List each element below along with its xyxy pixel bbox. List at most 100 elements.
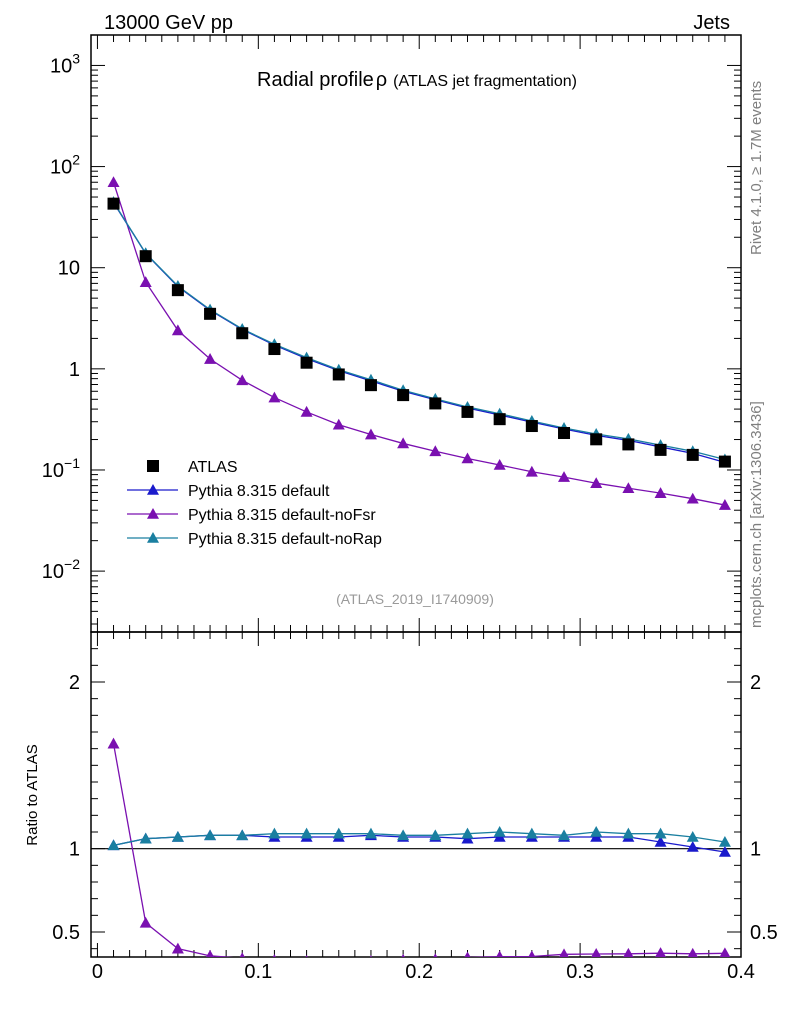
- data-point-atlas: [622, 438, 635, 451]
- legend: ATLAS Pythia 8.315 default Pythia 8.315 de…: [127, 459, 382, 548]
- data-point-atlas: [204, 307, 217, 320]
- mcplots-source-label: mcplots.cern.ch [arXiv:1306.3436]: [748, 401, 765, 628]
- ratio-point-pythia-8-315-default-nofsr: [369, 955, 372, 957]
- data-point-atlas: [397, 389, 410, 402]
- legend-marker-atlas: [147, 460, 159, 472]
- main-ytick-label: 10−2: [42, 556, 80, 583]
- data-point-pythia-8-315-default-nofsr: [429, 445, 442, 457]
- chart-title-main: Radial profile: [257, 69, 374, 91]
- ratio-point-pythia-8-315-default-norap: [171, 831, 184, 842]
- ratio-point-pythia-8-315-default-norap: [461, 827, 474, 839]
- ratio-point-pythia-8-315-default-nofsr: [401, 953, 405, 957]
- rivet-version-label: Rivet 4.1.0, ≥ 1.7M events: [748, 81, 765, 255]
- ratio-point-pythia-8-315-default-nofsr: [559, 948, 569, 957]
- data-point-pythia-8-315-default-nofsr: [461, 452, 474, 464]
- ratio-point-pythia-8-315-default-nofsr: [139, 916, 152, 928]
- series-line-pythia-8-315-default-norap: [112, 201, 726, 461]
- chart-title-symbol: ρ: [376, 69, 387, 91]
- data-point-atlas: [171, 284, 184, 297]
- data-point-pythia-8-315-default-nofsr: [268, 391, 281, 403]
- data-point-pythia-8-315-default-nofsr: [204, 353, 217, 364]
- data-point-atlas: [429, 397, 442, 410]
- ratio-point-pythia-8-315-default-nofsr: [206, 949, 215, 957]
- data-point-pythia-8-315-default-nofsr: [107, 176, 120, 188]
- series-line-pythia-8-315-default-nofsr: [112, 182, 726, 506]
- ratio-point-pythia-8-315-default-norap: [236, 829, 249, 841]
- ratio-point-pythia-8-315-default-nofsr: [107, 737, 120, 749]
- data-point-atlas: [236, 327, 249, 340]
- ratio-point-pythia-8-315-default-norap: [493, 826, 506, 837]
- data-point-pythia-8-315-default-nofsr: [332, 418, 345, 430]
- legend-label-pythia-8-315-default-nofsr: Pythia 8.315 default-noFsr: [188, 507, 376, 524]
- chart-subtitle: (ATLAS jet fragmentation): [393, 73, 577, 90]
- ratio-line-pythia-8-315-default-nofsr: [112, 743, 725, 957]
- main-ytick-label: 102: [50, 152, 80, 179]
- ratio-point-pythia-8-315-default-nofsr: [591, 948, 602, 957]
- data-point-atlas: [268, 343, 281, 356]
- data-point-pythia-8-315-default-nofsr: [654, 487, 667, 498]
- ratio-point-pythia-8-315-default-norap: [397, 829, 410, 841]
- ratio-xtick-label: 0.4: [727, 961, 755, 983]
- data-point-pythia-8-315-default-nofsr: [171, 324, 184, 336]
- ratio-point-pythia-8-315-default-norap: [107, 839, 120, 851]
- legend-label-pythia-8-315-default-norap: Pythia 8.315 default-noRap: [188, 531, 382, 548]
- ratio-point-pythia-8-315-default-nofsr: [687, 947, 698, 957]
- data-point-pythia-8-315-default-nofsr: [525, 465, 538, 477]
- ratio-panel-frame: [90, 631, 742, 958]
- ratio-xtick-label: 0.3: [566, 961, 594, 983]
- data-point-atlas: [332, 368, 345, 381]
- data-point-atlas: [139, 250, 152, 263]
- main-ytick-label: 103: [50, 50, 80, 77]
- data-point-atlas: [300, 356, 313, 369]
- data-point-atlas: [107, 197, 120, 210]
- data-point-atlas: [558, 427, 571, 440]
- ratio-point-pythia-8-315-default-nofsr: [433, 953, 438, 957]
- ratio-point-pythia-8-315-default-nofsr: [623, 947, 634, 957]
- ratio-point-pythia-8-315-default-norap: [622, 827, 635, 839]
- ratio-point-pythia-8-315-default: [686, 841, 699, 852]
- ratio-plot-area: [107, 737, 731, 957]
- ratio-ytick-label-left: 1: [69, 839, 80, 861]
- legend-marker-pythia-8-315-default-nofsr: [147, 508, 159, 519]
- ratio-point-pythia-8-315-default: [718, 846, 731, 857]
- data-point-pythia-8-315-default-nofsr: [493, 459, 506, 470]
- ratio-point-pythia-8-315-default-norap: [590, 826, 603, 837]
- data-point-pythia-8-315-default-nofsr: [718, 499, 731, 510]
- legend-label-atlas: ATLAS: [188, 459, 238, 476]
- ratio-xtick-label: 0.2: [405, 961, 433, 983]
- series-line-pythia-8-315-default: [112, 202, 726, 463]
- ratio-ytick-label-right: 0.5: [750, 922, 778, 944]
- header-right-label: Jets: [693, 12, 730, 34]
- ratio-axis-ticks: 0.5 0.5 1 1 2 2 0 0.1 0.2 0.3 0.4: [52, 632, 778, 983]
- data-point-pythia-8-315-default-nofsr: [590, 477, 603, 489]
- main-plot-area: [107, 176, 731, 510]
- data-point-pythia-8-315-default-nofsr: [236, 374, 249, 386]
- ratio-point-pythia-8-315-default-norap: [654, 827, 667, 839]
- main-ytick-label: 1: [69, 359, 80, 381]
- data-point-pythia-8-315-default-nofsr: [139, 276, 152, 287]
- ratio-point-pythia-8-315-default-norap: [364, 827, 377, 839]
- ratio-point-pythia-8-315-default-norap: [204, 829, 217, 841]
- ratio-point-pythia-8-315-default-nofsr: [655, 947, 667, 957]
- ratio-point-pythia-8-315-default-nofsr: [305, 955, 308, 957]
- ratio-point-pythia-8-315-default-norap: [268, 827, 281, 839]
- ratio-ytick-label-right: 2: [750, 672, 761, 694]
- ratio-point-pythia-8-315-default-norap: [686, 831, 699, 842]
- analysis-id-watermark: (ATLAS_2019_I1740909): [336, 591, 494, 607]
- data-point-atlas: [590, 433, 603, 446]
- ratio-ylabel: Ratio to ATLAS: [24, 744, 41, 845]
- data-point-atlas: [461, 405, 474, 418]
- ratio-point-pythia-8-315-default-norap: [525, 827, 538, 839]
- ratio-point-pythia-8-315-default-norap: [300, 827, 313, 839]
- data-point-atlas: [525, 420, 538, 433]
- ratio-point-pythia-8-315-default-norap: [718, 836, 731, 847]
- legend-marker-pythia-8-315-default-norap: [147, 532, 159, 543]
- ratio-point-pythia-8-315-default-nofsr: [719, 947, 731, 957]
- ratio-point-pythia-8-315-default-nofsr: [464, 951, 471, 957]
- data-point-pythia-8-315-default-nofsr: [397, 437, 410, 449]
- data-point-pythia-8-315-default-nofsr: [622, 482, 635, 494]
- ratio-point-pythia-8-315-default-norap: [558, 829, 571, 841]
- ratio-point-pythia-8-315-default: [654, 836, 667, 847]
- ratio-ytick-label-right: 1: [750, 839, 761, 861]
- legend-marker-pythia-8-315-default: [147, 484, 159, 495]
